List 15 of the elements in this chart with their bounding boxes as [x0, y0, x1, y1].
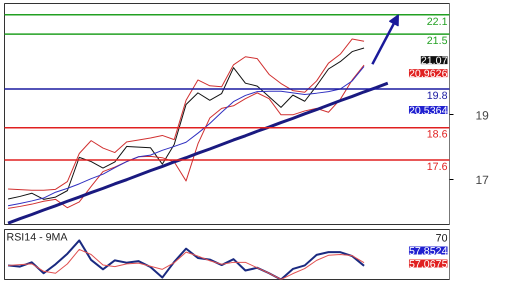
text: 57.0675	[408, 258, 448, 270]
text: 57.8524	[408, 246, 448, 258]
text: 20.5364	[408, 104, 448, 117]
ref-line-label: 17.6	[426, 160, 448, 173]
ref-line-label: 21.5	[426, 35, 448, 48]
line-series	[6, 82, 390, 224]
ref-line-label: 18.6	[426, 128, 448, 141]
y-tick-label: 19	[476, 108, 490, 122]
ref-line-label: 19.8	[426, 90, 448, 102]
text: 20.9626	[408, 68, 448, 80]
chart-title: RSI14 - 9MA	[6, 232, 68, 244]
y-tick-label: 17	[476, 172, 490, 187]
ref-line-label: 22.1	[426, 16, 448, 28]
text: 70	[436, 232, 448, 244]
text: 21.07	[420, 55, 448, 68]
